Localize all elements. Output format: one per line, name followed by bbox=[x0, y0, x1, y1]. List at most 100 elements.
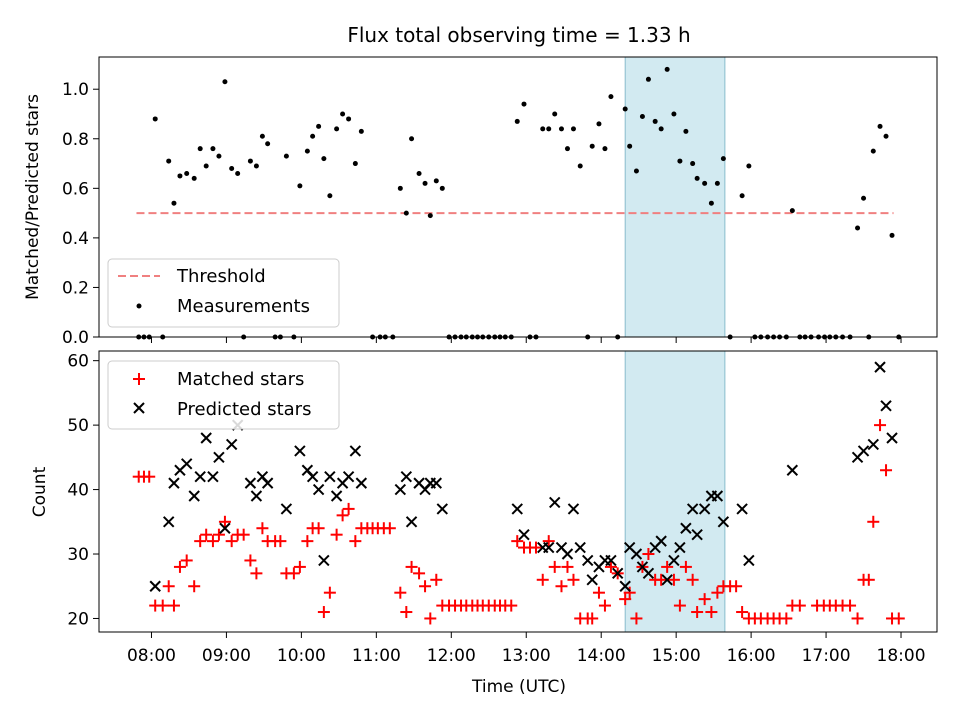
matched-star-point bbox=[293, 560, 306, 573]
predicted-star-stroke-b bbox=[306, 470, 319, 483]
measurement-point bbox=[677, 158, 683, 164]
measurement-point bbox=[191, 175, 197, 181]
x-tick-label: 11:00 bbox=[352, 646, 401, 666]
predicted-star-stroke-b bbox=[394, 483, 407, 496]
matched-star-point bbox=[892, 612, 905, 625]
measurement-point bbox=[521, 101, 527, 107]
predicted-star-stroke-b bbox=[874, 361, 886, 373]
x-tick-label: 16:00 bbox=[727, 646, 776, 666]
x-tick-label: 09:00 bbox=[202, 646, 251, 666]
measurement-point bbox=[514, 118, 520, 124]
predicted-star-stroke-b bbox=[349, 445, 362, 457]
measurement-point bbox=[235, 170, 241, 176]
measurement-point bbox=[645, 76, 651, 82]
bottom-y-ticks: 20 30 40 50 60 bbox=[67, 352, 99, 629]
measurement-point bbox=[602, 146, 608, 152]
measurement-point bbox=[714, 180, 720, 186]
predicted-star-point bbox=[261, 477, 274, 489]
matched-star-point bbox=[256, 522, 269, 535]
matched-star-point bbox=[698, 593, 711, 606]
top-x-ticks bbox=[150, 337, 902, 343]
measurement-point bbox=[334, 126, 340, 132]
matched-star-point bbox=[862, 573, 875, 586]
bottom-plot-frame bbox=[98, 350, 938, 633]
measurement-point bbox=[870, 148, 876, 154]
measurement-point bbox=[222, 79, 228, 85]
predicted-star-stroke-b bbox=[312, 483, 325, 496]
matched-star-point bbox=[561, 560, 574, 573]
measurement-point bbox=[316, 123, 322, 129]
predicted-star-stroke-b bbox=[786, 464, 799, 476]
predicted-star-stroke-b bbox=[330, 490, 343, 502]
predicted-star-point bbox=[188, 490, 200, 502]
measurement-point bbox=[265, 141, 271, 147]
bottom-y-tick-label: 20 bbox=[67, 609, 89, 629]
matched-star-point bbox=[287, 567, 300, 580]
top-y-tick-label: 0.8 bbox=[62, 130, 89, 150]
predicted-star-point bbox=[857, 445, 870, 457]
predicted-star-stroke-b bbox=[294, 445, 306, 457]
matched-star-point bbox=[274, 535, 287, 548]
threshold-legend-label: Threshold bbox=[176, 266, 266, 287]
predicted-star-point bbox=[698, 503, 711, 515]
measurement-point bbox=[310, 133, 316, 139]
top-panel: 0.0 0.2 0.4 0.6 0.8 1.0 Matched/Predicted sta… bbox=[23, 56, 938, 348]
matched-legend-swatch bbox=[133, 373, 145, 385]
measurement-point bbox=[883, 133, 889, 139]
predicted-star-point bbox=[225, 438, 238, 451]
predicted-star-point bbox=[605, 554, 617, 567]
predicted-star-stroke-b bbox=[430, 477, 443, 489]
measurement-point bbox=[789, 208, 795, 214]
measurement-point bbox=[708, 200, 714, 206]
matched-star-point bbox=[851, 612, 864, 625]
matched-star-point bbox=[173, 560, 186, 573]
predicted-star-point bbox=[691, 528, 703, 541]
predicted-star-stroke-b bbox=[586, 574, 598, 586]
predicted-star-stroke-b bbox=[168, 477, 180, 489]
predicted-star-stroke-b bbox=[355, 477, 368, 489]
matched-star-point bbox=[405, 560, 418, 573]
predicted-star-point bbox=[511, 503, 523, 515]
matched-star-point bbox=[225, 535, 238, 548]
measurement-point bbox=[166, 158, 172, 164]
matched-star-point bbox=[679, 560, 692, 573]
measurement-point bbox=[622, 106, 628, 112]
matched-star-point bbox=[630, 612, 643, 625]
measurement-point bbox=[216, 153, 222, 159]
matched-star-point bbox=[218, 515, 231, 528]
predicted-star-stroke-b bbox=[605, 554, 617, 567]
predicted-star-point bbox=[717, 516, 730, 528]
measurement-point bbox=[608, 94, 614, 100]
x-tick-label: 18:00 bbox=[877, 646, 926, 666]
predicted-star-stroke-b bbox=[674, 541, 686, 554]
matched-star-point bbox=[844, 599, 857, 612]
matched-star-point bbox=[250, 567, 263, 580]
matched-star-point bbox=[555, 580, 568, 593]
predicted-star-point bbox=[318, 554, 330, 567]
measurement-point bbox=[397, 185, 403, 191]
matched-star-point bbox=[780, 612, 793, 625]
measurement-point bbox=[564, 146, 570, 152]
measurement-point bbox=[304, 148, 310, 154]
predicted-star-point bbox=[586, 574, 598, 586]
predicted-star-point bbox=[543, 541, 555, 554]
measurements-legend-label: Measurements bbox=[177, 296, 310, 317]
predicted-star-point bbox=[786, 464, 799, 476]
predicted-star-stroke-b bbox=[691, 528, 703, 541]
measurement-point bbox=[627, 143, 633, 149]
top-y-ticks: 0.0 0.2 0.4 0.6 0.8 1.0 bbox=[62, 80, 99, 348]
predicted-star-stroke-b bbox=[318, 554, 330, 567]
measurement-point bbox=[558, 126, 564, 132]
bottom-y-tick-label: 40 bbox=[67, 481, 89, 501]
measurement-point bbox=[416, 170, 422, 176]
top-y-tick-label: 0.4 bbox=[62, 229, 89, 249]
predicted-star-stroke-b bbox=[200, 432, 212, 444]
predicted-star-stroke-b bbox=[743, 554, 755, 567]
matched-star-point bbox=[691, 606, 704, 619]
predicted-star-stroke-b bbox=[324, 470, 336, 483]
matched-star-points bbox=[132, 419, 905, 625]
matched-star-point bbox=[244, 554, 257, 567]
predicted-star-stroke-b bbox=[857, 445, 870, 457]
matched-star-point bbox=[383, 522, 396, 535]
